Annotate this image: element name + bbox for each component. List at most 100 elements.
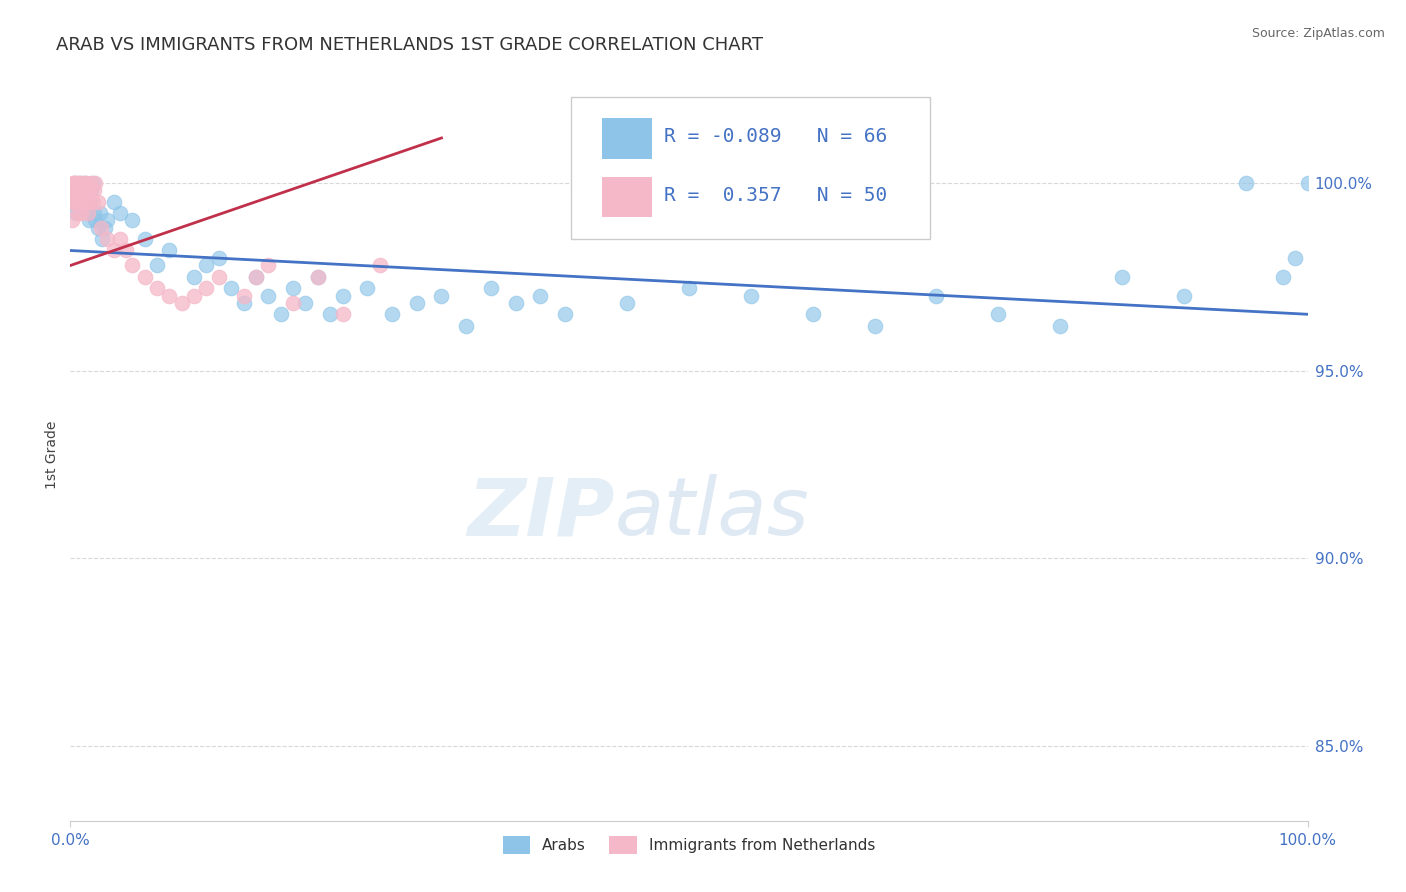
Y-axis label: 1st Grade: 1st Grade (45, 421, 59, 489)
Point (678, 281, 700, 295)
Point (554, 307, 576, 321)
Point (183, 288, 205, 302)
Point (77, 194, 100, 209)
Point (183, 269, 205, 284)
Point (67, 206, 90, 220)
Point (62, 176, 84, 190)
Point (63, 194, 86, 209)
Point (62, 194, 84, 209)
Point (1049, 318, 1071, 333)
Point (146, 259, 169, 273)
Point (115, 244, 138, 258)
Point (86, 194, 108, 209)
Point (245, 269, 267, 284)
Point (208, 269, 231, 284)
Point (108, 232, 131, 246)
Point (75, 176, 97, 190)
Point (405, 296, 427, 310)
Point (1284, 251, 1306, 265)
Point (79, 184, 101, 198)
FancyBboxPatch shape (602, 119, 652, 159)
Point (72, 176, 94, 190)
FancyBboxPatch shape (571, 96, 931, 239)
Point (307, 269, 329, 284)
Point (77, 213, 100, 227)
Point (84, 176, 107, 190)
Point (65, 176, 87, 190)
Point (70, 184, 93, 198)
Point (616, 296, 638, 310)
Point (80, 176, 103, 190)
Point (65, 194, 87, 209)
Point (863, 318, 886, 333)
Point (270, 307, 292, 321)
Point (89, 206, 111, 220)
Point (66, 184, 89, 198)
Point (195, 281, 218, 295)
Point (75, 176, 97, 190)
Point (60, 194, 83, 209)
Point (96, 213, 118, 227)
Point (75, 184, 97, 198)
Point (72, 191, 94, 205)
Point (195, 259, 218, 273)
Point (245, 269, 267, 284)
Point (332, 307, 354, 321)
Point (281, 281, 304, 295)
Point (232, 296, 254, 310)
Point (1296, 176, 1319, 190)
Point (801, 307, 824, 321)
Point (75, 194, 97, 209)
Point (82, 194, 104, 209)
Point (83, 206, 105, 220)
Point (76, 206, 98, 220)
Point (134, 232, 156, 246)
Point (69, 176, 91, 190)
Point (76, 206, 98, 220)
Point (456, 318, 478, 333)
Text: ZIP: ZIP (467, 475, 614, 552)
Point (63, 184, 86, 198)
Point (307, 269, 329, 284)
Point (73, 194, 96, 209)
Point (319, 307, 342, 321)
Point (294, 296, 316, 310)
Point (70, 202, 93, 217)
Point (103, 244, 125, 258)
Point (91, 232, 114, 246)
Point (67, 194, 90, 209)
Point (146, 281, 169, 295)
Point (281, 296, 304, 310)
Point (219, 281, 242, 295)
Point (69, 194, 91, 209)
Point (82, 176, 104, 190)
Point (1234, 176, 1257, 190)
Point (60, 213, 83, 227)
Point (69, 184, 91, 198)
Point (987, 307, 1010, 321)
Point (529, 288, 551, 302)
Point (66, 176, 89, 190)
Point (84, 213, 107, 227)
Point (925, 288, 948, 302)
Point (479, 281, 502, 295)
Point (70, 206, 93, 220)
Point (381, 307, 404, 321)
Point (90, 221, 112, 235)
Point (94, 221, 117, 235)
Point (79, 194, 101, 209)
Text: ARAB VS IMMIGRANTS FROM NETHERLANDS 1ST GRADE CORRELATION CHART: ARAB VS IMMIGRANTS FROM NETHERLANDS 1ST … (56, 36, 763, 54)
Point (257, 259, 280, 273)
Point (257, 288, 280, 302)
Point (69, 176, 91, 190)
Point (157, 288, 180, 302)
Point (63, 176, 86, 190)
Point (103, 194, 125, 209)
Point (1173, 288, 1195, 302)
Legend: Arabs, Immigrants from Netherlands: Arabs, Immigrants from Netherlands (496, 830, 882, 861)
Point (65, 184, 87, 198)
Point (121, 259, 143, 273)
Point (65, 176, 87, 190)
Point (157, 244, 180, 258)
Point (505, 296, 527, 310)
